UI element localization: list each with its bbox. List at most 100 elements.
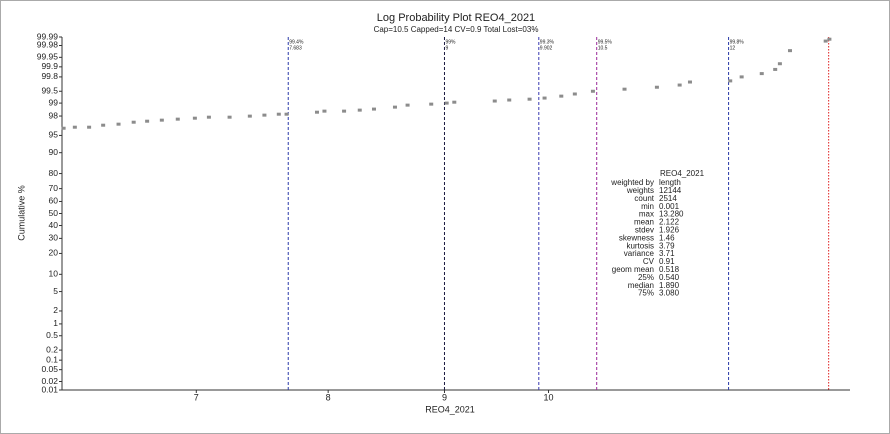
data-point: [773, 67, 778, 71]
x-tick-label: 8: [326, 392, 331, 402]
y-tick-label: 0.05: [41, 364, 58, 374]
reference-line-label: 99%: [445, 39, 456, 45]
y-tick-label: 98: [49, 110, 59, 120]
stats-value: 13.280: [659, 210, 684, 219]
y-tick-label: 30: [49, 233, 59, 243]
stats-value: 3.080: [659, 289, 680, 298]
data-point: [342, 109, 347, 113]
stats-label: median: [628, 281, 654, 290]
stats-value: 1.890: [659, 281, 680, 290]
data-point: [492, 99, 497, 103]
y-tick-label: 2: [53, 305, 58, 315]
data-point: [392, 105, 397, 109]
reference-line-value: 9.902: [540, 45, 553, 51]
data-point: [314, 110, 319, 114]
data-point: [206, 115, 211, 119]
data-point: [371, 107, 376, 111]
data-point: [61, 126, 66, 130]
y-tick-label: 80: [49, 168, 59, 178]
y-tick-label: 0.2: [46, 344, 58, 354]
stats-value: length: [659, 178, 681, 187]
y-tick-label: 0.02: [41, 376, 58, 386]
data-point: [622, 87, 627, 91]
y-tick-label: 60: [49, 196, 59, 206]
stats-value: 3.71: [659, 249, 675, 258]
stats-value: 3.79: [659, 241, 675, 250]
stats-value: 2.122: [659, 218, 680, 227]
data-point: [823, 39, 828, 43]
stats-value: 12144: [659, 186, 682, 195]
data-point: [262, 113, 267, 117]
data-point: [728, 79, 733, 83]
stats-label: kurtosis: [626, 241, 654, 250]
data-point: [159, 118, 164, 122]
reference-line-label: 99.5%: [598, 39, 613, 45]
stats-label: 75%: [638, 289, 654, 298]
data-point: [787, 49, 792, 53]
reference-line-label: 99.3%: [540, 39, 555, 45]
stats-value: 2514: [659, 194, 677, 203]
data-point: [276, 112, 281, 116]
reference-line-value: 7.683: [289, 45, 302, 51]
data-point: [739, 75, 744, 79]
x-axis-label: REO4_2021: [425, 404, 475, 414]
stats-label: CV: [643, 257, 655, 266]
data-point: [507, 98, 512, 102]
data-point: [444, 101, 449, 105]
y-tick-label: 0.01: [41, 384, 58, 394]
reference-line-value: 9: [445, 45, 448, 51]
data-point: [72, 125, 77, 129]
data-point: [527, 97, 532, 101]
data-point: [101, 123, 106, 127]
x-tick-label: 7: [194, 392, 199, 402]
data-point: [247, 114, 252, 118]
stats-value: 1.46: [659, 233, 675, 242]
y-tick-label: 99.99: [37, 31, 59, 41]
stats-value: 0.91: [659, 257, 675, 266]
data-point: [116, 122, 121, 126]
data-point: [687, 80, 692, 84]
y-tick-label: 99.95: [37, 52, 59, 62]
reference-line-value: 12: [730, 45, 736, 51]
y-tick-label: 0.1: [46, 354, 58, 364]
data-point: [542, 96, 547, 100]
data-point: [777, 62, 782, 66]
stats-label: count: [634, 194, 654, 203]
stats-value: 1.926: [659, 226, 680, 235]
y-tick-label: 90: [49, 147, 59, 157]
x-tick-label: 9: [442, 392, 447, 402]
x-tick-label: 10: [544, 392, 554, 402]
data-point: [131, 120, 136, 124]
data-point: [590, 89, 595, 93]
stats-title: REO4_2021: [660, 169, 705, 178]
data-point: [759, 72, 764, 76]
y-tick-label: 99.9: [41, 61, 58, 71]
y-tick-label: 1: [53, 318, 58, 328]
stats-label: variance: [624, 249, 655, 258]
data-point: [452, 100, 457, 104]
data-point: [175, 117, 180, 121]
y-tick-label: 99.5: [41, 86, 58, 96]
data-point: [559, 94, 564, 98]
stats-value: 0.540: [659, 273, 680, 282]
stats-label: max: [639, 210, 654, 219]
data-point: [572, 92, 577, 96]
reference-line-label: 99.4%: [289, 39, 304, 45]
stats-value: 0.001: [659, 202, 680, 211]
data-point: [192, 116, 197, 120]
y-tick-label: 5: [53, 286, 58, 296]
y-tick-label: 50: [49, 208, 59, 218]
stats-label: mean: [634, 218, 654, 227]
y-tick-label: 20: [49, 248, 59, 258]
y-tick-label: 95: [49, 130, 59, 140]
stats-label: geom mean: [612, 265, 654, 274]
reference-line-value: 10.5: [598, 45, 608, 51]
y-tick-label: 70: [49, 183, 59, 193]
stats-value: 0.518: [659, 265, 680, 274]
data-point: [827, 37, 832, 41]
y-tick-label: 10: [49, 269, 59, 279]
y-axis-label: Cumulative %: [16, 185, 26, 241]
reference-line-label: 99.8%: [730, 39, 745, 45]
